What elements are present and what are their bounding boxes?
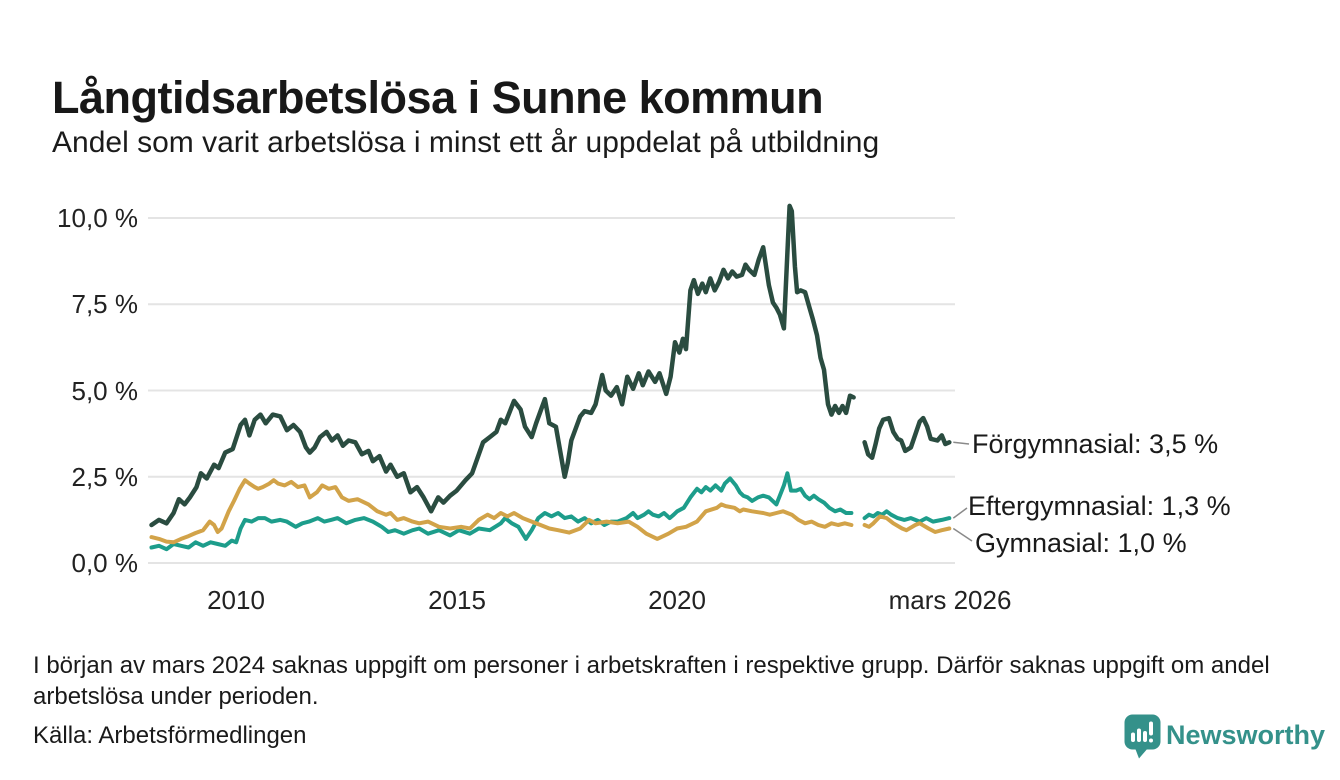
y-axis-tick-label: 10,0 % — [57, 203, 138, 233]
y-axis-tick-label: 7,5 % — [71, 289, 139, 319]
y-axis-tick-label: 5,0 % — [71, 376, 139, 406]
newsworthy-pin-barchart-icon — [1124, 714, 1161, 759]
y-axis-tick-label: 2,5 % — [71, 462, 139, 492]
series-end-label-gymnasial: Gymnasial: 1,0 % — [975, 528, 1187, 558]
series-line-eftergymnasial — [149, 471, 952, 552]
series-lines — [149, 203, 952, 552]
x-axis-tick-label: 2015 — [428, 585, 486, 615]
series-end-label-forgymnasial: Förgymnasial: 3,5 % — [972, 429, 1219, 459]
footnote: I början av mars 2024 saknas uppgift om … — [33, 652, 1270, 710]
series-end-label-eftergymnasial: Eftergymnasial: 1,3 % — [968, 491, 1231, 521]
gridlines — [148, 217, 955, 564]
x-axis-tick-label: 2010 — [207, 585, 265, 615]
source-attribution: Källa: Arbetsförmedlingen — [33, 722, 307, 749]
newsworthy-wordmark: Newsworthy — [1166, 720, 1326, 750]
label-leader-lines — [952, 441, 973, 542]
x-axis-tick-label: 2020 — [648, 585, 706, 615]
y-axis-tick-label: 0,0 % — [71, 548, 139, 578]
leader-line — [952, 507, 968, 519]
newsworthy-logo: Newsworthy — [1124, 714, 1326, 764]
page-subtitle: Andel som varit arbetslösa i minst ett å… — [52, 126, 880, 159]
page-title: Långtidsarbetslösa i Sunne kommun — [52, 72, 824, 124]
series-line-förgymnasial — [149, 203, 952, 528]
x-axis-tick-label: mars 2026 — [888, 585, 1012, 615]
series-line-gymnasial — [149, 478, 952, 545]
leader-line — [952, 527, 973, 542]
leader-line — [953, 441, 970, 445]
